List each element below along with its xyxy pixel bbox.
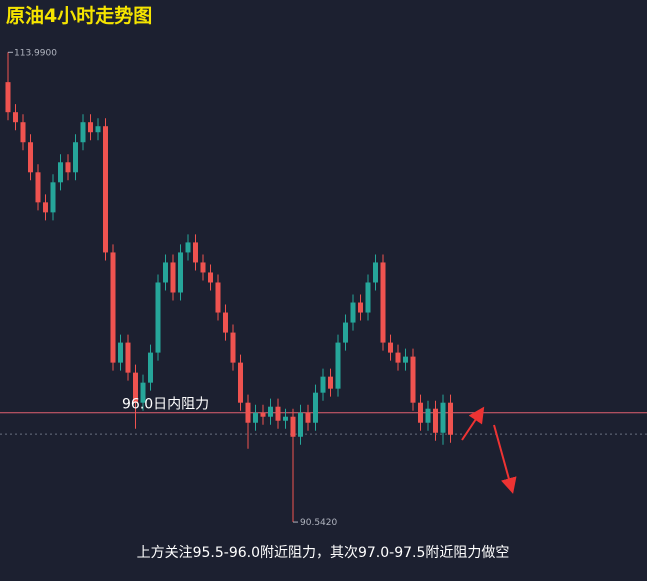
candle-body (28, 142, 33, 173)
candle-body (50, 182, 56, 213)
candle-body (328, 376, 333, 389)
candle-body (350, 302, 356, 323)
candle-body (73, 142, 78, 173)
candle-body (215, 282, 221, 313)
candle-body (133, 372, 138, 403)
plot-area: 113.9900 90.5420 96.0日内阻力 (0, 48, 647, 528)
candle-body (103, 126, 108, 253)
candle-body (260, 412, 266, 417)
candle-body (448, 402, 453, 435)
chart-title: 原油4小时走势图 (6, 4, 152, 27)
candle-body (208, 272, 213, 283)
candle-body (313, 392, 318, 423)
candle-body (110, 252, 116, 363)
candle-body (238, 362, 243, 403)
candle-body (275, 406, 281, 421)
candle-body (223, 312, 228, 333)
candle-body (118, 342, 123, 363)
candle-body (403, 356, 408, 363)
candle-body (88, 122, 93, 133)
candle-body (140, 382, 146, 403)
candle-body (200, 262, 206, 273)
candle-body (343, 322, 348, 343)
candle-body (178, 252, 183, 293)
candle-body (155, 282, 161, 353)
candle-body (433, 408, 438, 433)
candle-body (395, 352, 401, 363)
max-label: 113.9900 (14, 48, 57, 58)
candle-body (163, 262, 168, 283)
candle-body (320, 376, 326, 393)
caption: 上方关注95.5-96.0附近阻力，其次97.0-97.5附近阻力做空 (137, 545, 510, 561)
candle-body (230, 332, 236, 363)
arrow-down (493, 424, 517, 494)
candle-body (245, 402, 251, 423)
candle-body (268, 406, 273, 417)
arrow-up (461, 406, 485, 441)
candle-body (193, 242, 198, 263)
candle-body (5, 82, 11, 113)
candle-body (410, 356, 416, 403)
candle-body (283, 416, 288, 421)
candle-body (58, 162, 63, 183)
candle-body (43, 202, 48, 213)
candle-body (290, 416, 296, 437)
min-label: 90.5420 (300, 518, 337, 528)
candle-body (13, 112, 18, 123)
candle-body (125, 342, 131, 373)
candle-body (373, 262, 378, 283)
candle-body (365, 282, 371, 313)
candle-body (388, 342, 393, 353)
candle-body (185, 242, 191, 253)
candle-body (95, 126, 101, 133)
candle-body (418, 402, 423, 423)
candle-body (20, 122, 26, 143)
candle-body (425, 408, 431, 423)
candle-body (80, 122, 86, 143)
candle-body (65, 162, 71, 173)
candle-body (305, 412, 311, 423)
candle-body (170, 262, 176, 293)
candle-body (35, 172, 41, 203)
candle-body (440, 402, 446, 433)
candle-body (253, 412, 258, 423)
candle-body (380, 262, 386, 343)
candle-body (148, 352, 153, 383)
resistance-label: 96.0日内阻力 (122, 397, 209, 413)
candle-body (335, 342, 341, 389)
candle-body (358, 302, 363, 313)
candle-body (298, 412, 303, 437)
